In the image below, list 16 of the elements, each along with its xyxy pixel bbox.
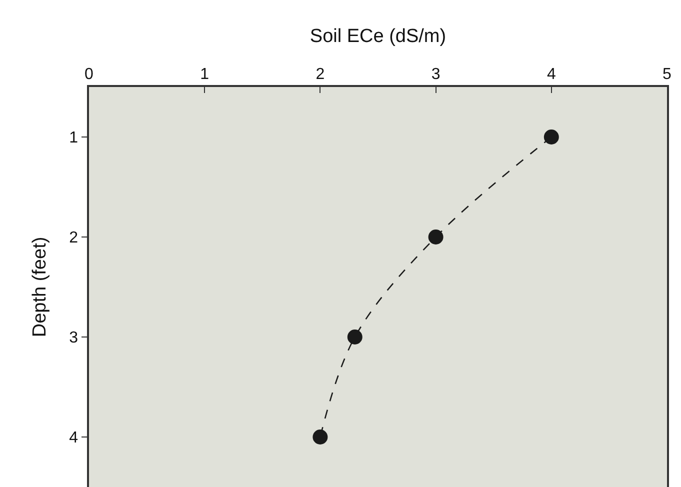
x-tick-label: 1: [200, 66, 210, 83]
y-axis-title: Depth (feet): [29, 236, 50, 338]
x-tick-label: 4: [546, 66, 556, 83]
x-tick-label: 2: [316, 66, 325, 83]
point: [428, 230, 444, 244]
y-tick-label: 2: [69, 230, 78, 247]
y-tick-label: 1: [69, 130, 78, 147]
x-tick-label: 3: [431, 66, 440, 83]
y-tick-label: 3: [69, 330, 78, 347]
x-tick-label: 5: [662, 66, 672, 83]
point: [544, 130, 559, 144]
x-axis-title: Soil ECe (dS/m): [310, 26, 446, 48]
point: [347, 330, 362, 344]
x-tick-label: 0: [84, 66, 94, 83]
point: [312, 430, 328, 444]
y-tick-label: 4: [69, 430, 78, 447]
